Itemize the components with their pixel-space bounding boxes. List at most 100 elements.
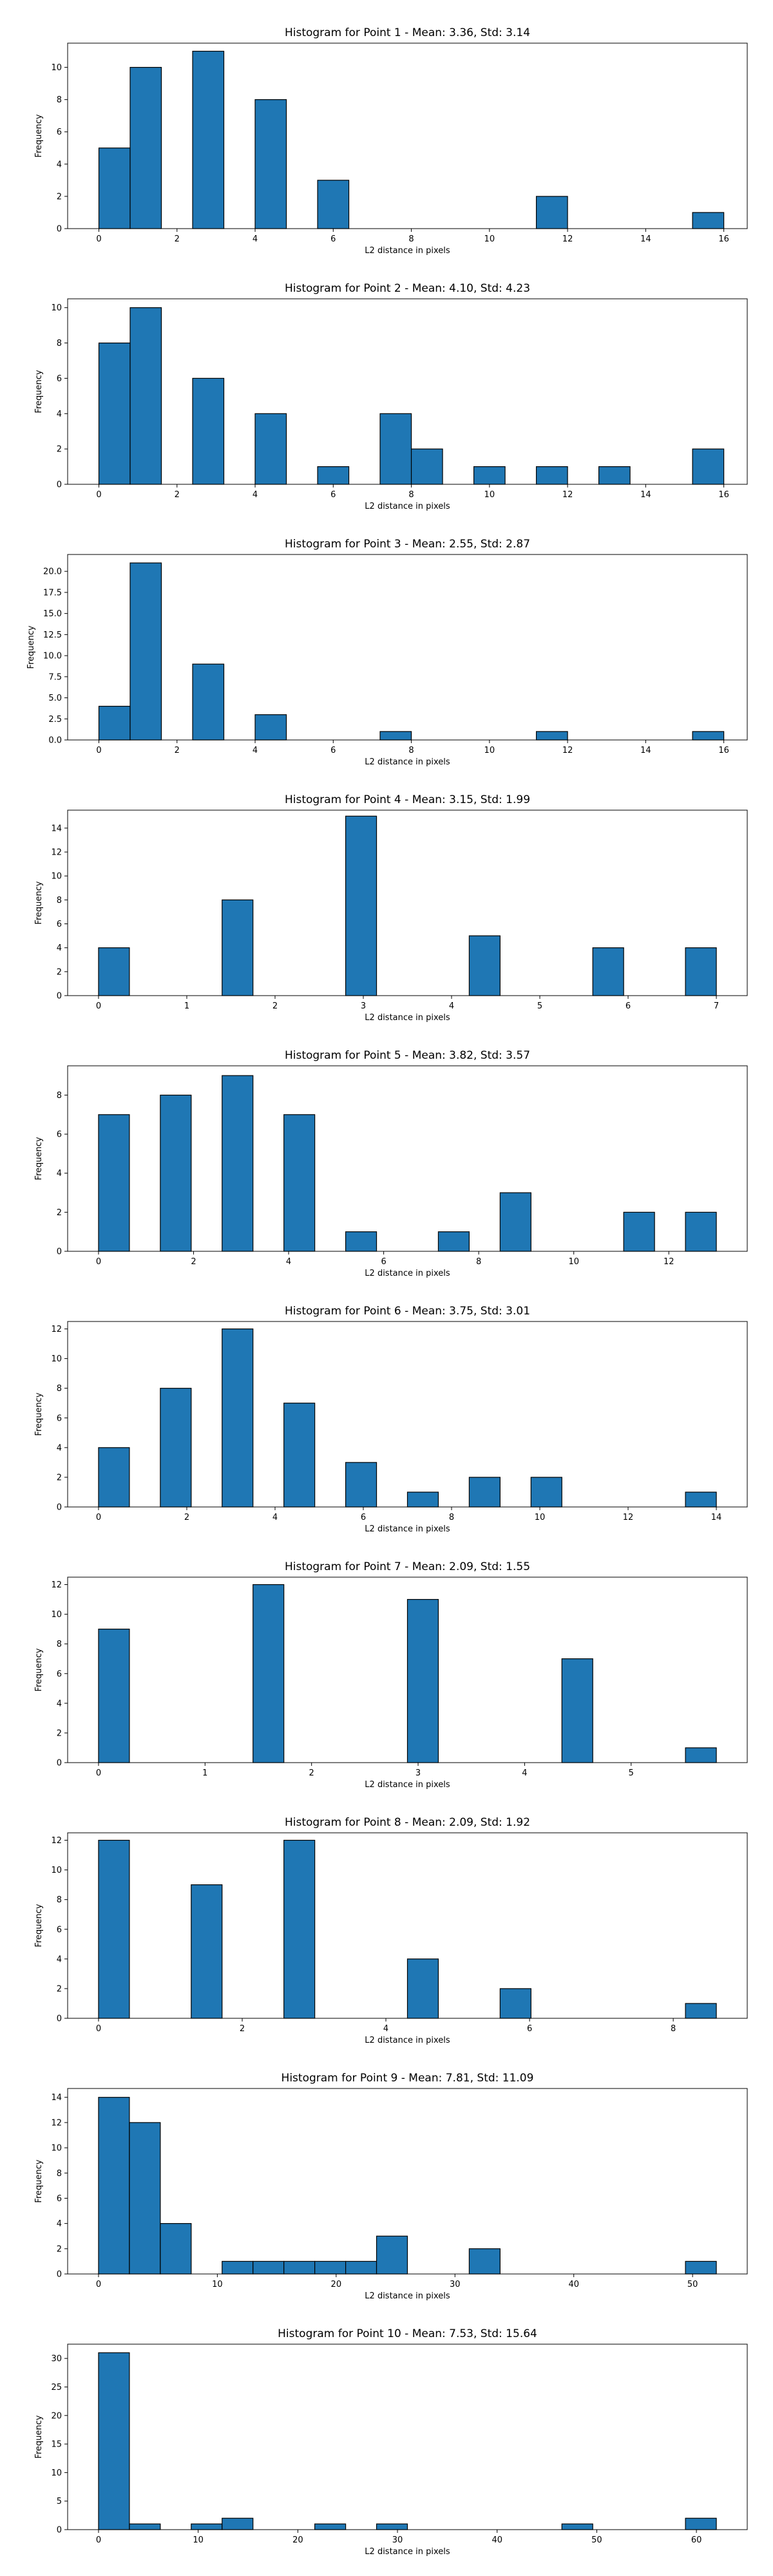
histogram-chart-3: Histogram for Point 3 - Mean: 2.55, Std:… bbox=[26, 538, 748, 767]
y-tick-label: 12 bbox=[51, 1836, 62, 1846]
y-tick-label: 6 bbox=[57, 1414, 62, 1423]
x-axis-label: L2 distance in pixels bbox=[365, 1269, 450, 1278]
y-tick-label: 0 bbox=[57, 2014, 62, 2024]
x-tick-label: 12 bbox=[663, 1257, 674, 1267]
y-tick-label: 12 bbox=[51, 1325, 62, 1334]
y-tick-label: 7.5 bbox=[48, 672, 62, 682]
histogram-bar bbox=[473, 466, 506, 485]
y-tick-label: 10.0 bbox=[43, 652, 62, 661]
y-tick-label: 15 bbox=[51, 2440, 62, 2450]
histogram-bar bbox=[317, 180, 350, 229]
x-tick-label: 2 bbox=[175, 234, 180, 244]
histogram-bar bbox=[129, 562, 162, 741]
y-tick-label: 10 bbox=[51, 1866, 62, 1875]
histogram-bar bbox=[437, 1231, 470, 1252]
x-tick-label: 4 bbox=[522, 1768, 527, 1778]
x-tick-label: 7 bbox=[714, 1001, 719, 1011]
y-tick-label: 2 bbox=[57, 1473, 62, 1482]
y-axis-label: Frequency bbox=[34, 114, 44, 157]
histogram-chart-2: Histogram for Point 2 - Mean: 4.10, Std:… bbox=[34, 282, 748, 511]
histogram-bar bbox=[345, 815, 377, 996]
histogram-bar bbox=[129, 307, 162, 485]
histogram-bar bbox=[160, 1388, 192, 1508]
y-tick-label: 6 bbox=[57, 1669, 62, 1679]
x-tick-label: 50 bbox=[687, 2280, 698, 2289]
x-tick-label: 4 bbox=[383, 2024, 388, 2034]
histogram-bar bbox=[98, 706, 131, 741]
histogram-bar bbox=[406, 1598, 439, 1763]
y-tick-label: 0 bbox=[57, 992, 62, 1001]
histogram-bar bbox=[376, 2235, 408, 2275]
y-tick-label: 2 bbox=[57, 1208, 62, 1218]
axes-frame bbox=[67, 43, 748, 229]
histogram-bar bbox=[222, 899, 254, 996]
histogram-chart-1: Histogram for Point 1 - Mean: 3.36, Std:… bbox=[34, 26, 748, 256]
x-tick-label: 10 bbox=[535, 1513, 546, 1522]
x-tick-label: 16 bbox=[718, 746, 729, 755]
x-tick-label: 10 bbox=[568, 1257, 579, 1267]
chart-title: Histogram for Point 3 - Mean: 2.55, Std:… bbox=[285, 538, 530, 551]
x-tick-label: 30 bbox=[450, 2280, 461, 2289]
x-tick-label: 2 bbox=[184, 1513, 189, 1522]
y-tick-label: 4 bbox=[57, 160, 62, 169]
histogram-bar bbox=[314, 2523, 347, 2530]
histogram-bar bbox=[598, 466, 631, 485]
x-axis-label: L2 distance in pixels bbox=[365, 757, 450, 767]
y-tick-label: 8 bbox=[57, 1091, 62, 1101]
y-tick-label: 8 bbox=[57, 2169, 62, 2179]
chart-title: Histogram for Point 2 - Mean: 4.10, Std:… bbox=[285, 282, 530, 295]
histogram-bar bbox=[283, 2260, 316, 2275]
chart-title: Histogram for Point 5 - Mean: 3.82, Std:… bbox=[285, 1049, 530, 1062]
histogram-bar bbox=[592, 947, 624, 996]
histogram-bar bbox=[376, 2523, 408, 2530]
y-tick-label: 12 bbox=[51, 2118, 62, 2128]
histogram-bar bbox=[692, 731, 725, 741]
y-tick-label: 6 bbox=[57, 1925, 62, 1935]
histogram-bar bbox=[685, 2003, 717, 2019]
y-tick-label: 10 bbox=[51, 63, 62, 73]
x-tick-label: 40 bbox=[568, 2280, 579, 2289]
y-tick-label: 12 bbox=[51, 848, 62, 858]
histogram-bar bbox=[254, 413, 287, 485]
histogram-chart-5: Histogram for Point 5 - Mean: 3.82, Std:… bbox=[34, 1049, 748, 1278]
histogram-bar bbox=[406, 1492, 439, 1508]
x-tick-label: 0 bbox=[96, 2280, 101, 2289]
x-tick-label: 8 bbox=[671, 2024, 676, 2034]
x-tick-label: 2 bbox=[272, 1001, 278, 1011]
histogram-bar bbox=[253, 1584, 285, 1763]
x-tick-label: 20 bbox=[331, 2280, 342, 2289]
y-tick-label: 4 bbox=[57, 1169, 62, 1179]
x-tick-label: 8 bbox=[476, 1257, 481, 1267]
histogram-bar bbox=[192, 377, 225, 485]
x-tick-label: 8 bbox=[408, 746, 414, 755]
y-tick-label: 0 bbox=[57, 480, 62, 490]
histogram-chart-7: Histogram for Point 7 - Mean: 2.09, Std:… bbox=[34, 1560, 748, 1790]
y-tick-label: 14 bbox=[51, 824, 62, 833]
axes-frame bbox=[67, 1065, 748, 1252]
histogram-bar bbox=[685, 1747, 717, 1763]
axes-frame bbox=[67, 810, 748, 996]
x-tick-label: 12 bbox=[623, 1513, 634, 1522]
histogram-bar bbox=[685, 1492, 717, 1508]
axes-frame bbox=[67, 554, 748, 741]
histogram-bar bbox=[692, 448, 725, 485]
histogram-bar bbox=[160, 1094, 192, 1252]
histogram-bar bbox=[406, 1958, 439, 2019]
y-tick-label: 8 bbox=[57, 896, 62, 905]
histogram-bar bbox=[254, 99, 287, 229]
histogram-bar bbox=[253, 2260, 285, 2275]
histogram-chart-8: Histogram for Point 8 - Mean: 2.09, Std:… bbox=[34, 1816, 748, 2045]
histogram-bar bbox=[222, 2517, 254, 2530]
histogram-bar bbox=[685, 2517, 717, 2530]
x-tick-label: 10 bbox=[484, 490, 495, 500]
y-tick-label: 20.0 bbox=[43, 567, 62, 577]
x-tick-label: 4 bbox=[253, 234, 258, 244]
histogram-bar bbox=[468, 1477, 501, 1508]
histogram-bar bbox=[685, 1211, 717, 1252]
histogram-bar bbox=[283, 1403, 316, 1508]
axes-frame bbox=[67, 1321, 748, 1508]
x-tick-label: 12 bbox=[562, 490, 573, 500]
histogram-bar bbox=[379, 413, 412, 485]
histogram-bar bbox=[192, 663, 225, 741]
